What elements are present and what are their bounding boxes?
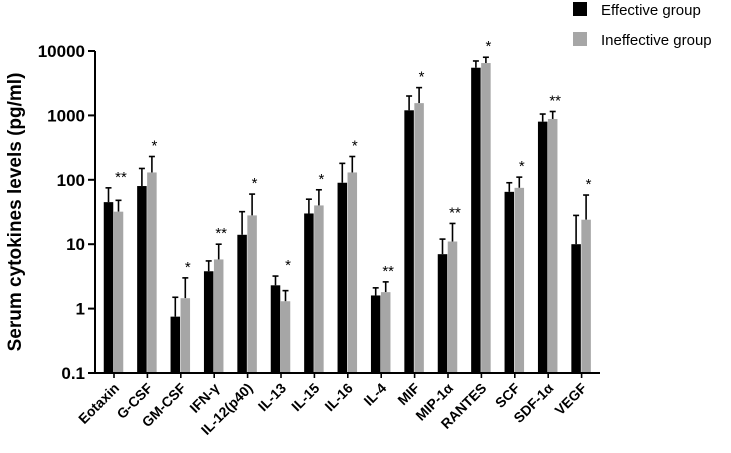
significance-mark: ** [449, 204, 461, 221]
legend: Effective group Ineffective group [573, 2, 712, 49]
bar-ineffective [113, 211, 124, 373]
bar-ineffective [581, 219, 591, 373]
significance-mark: * [285, 257, 291, 274]
bar-ineffective [247, 215, 257, 373]
significance-mark: * [151, 138, 157, 155]
x-category-labels: EotaxinG-CSFGM-CSFIFN-γIL-12(p40)IL-13IL… [75, 373, 590, 438]
significance-marks: ******************** [115, 38, 592, 280]
x-category-label: Eotaxin [75, 380, 122, 427]
bar-ineffective [547, 118, 558, 374]
significance-mark: * [586, 176, 592, 193]
x-category-label: VEGF [551, 379, 590, 418]
significance-mark: * [352, 138, 358, 155]
legend-label-ineffective: Ineffective group [601, 32, 712, 49]
bar-effective [270, 285, 281, 373]
bar-ineffective [481, 63, 491, 374]
significance-mark: * [519, 158, 525, 175]
bar-effective [103, 202, 114, 373]
bar-ineffective [147, 172, 157, 373]
bar-effective [437, 254, 448, 373]
y-tick-label: 0.1 [61, 364, 85, 383]
bar-effective [237, 234, 247, 373]
x-category-label: IL-13 [255, 380, 290, 415]
legend-swatch-effective [573, 2, 587, 16]
x-category-label: IL-4 [360, 380, 389, 409]
bar-effective [571, 244, 581, 373]
x-category-label: IL-15 [288, 380, 323, 415]
significance-mark: ** [382, 263, 394, 280]
bar-effective [137, 186, 147, 373]
y-tick-label: 1 [76, 300, 85, 319]
bar-effective [170, 316, 181, 373]
y-ticks: 0.1 1 10 100 1000 10000 [38, 42, 95, 383]
y-tick-label: 100 [57, 171, 85, 190]
y-tick-label: 10000 [38, 42, 85, 61]
significance-mark: ** [215, 225, 227, 242]
bar-ineffective [347, 172, 358, 373]
bar-effective [471, 67, 481, 373]
bars-layer [103, 56, 591, 374]
bar-ineffective [380, 292, 391, 373]
bar-effective [504, 191, 515, 373]
bar-effective [337, 182, 348, 373]
significance-mark: * [485, 38, 491, 55]
bar-ineffective [280, 301, 291, 373]
legend-label-effective: Effective group [601, 2, 701, 19]
bar-ineffective [447, 241, 458, 373]
significance-mark: * [185, 259, 191, 276]
significance-mark: * [318, 171, 324, 188]
bar-effective [404, 110, 414, 374]
significance-mark: ** [115, 169, 127, 186]
y-axis-label: Serum cytokines levels (pg/ml) [5, 73, 26, 352]
bar-ineffective [514, 187, 525, 373]
bar-effective [537, 121, 548, 373]
bar-effective [304, 213, 314, 373]
bar-ineffective [414, 103, 424, 373]
bar-ineffective [213, 259, 224, 373]
x-category-label: MIF [394, 379, 423, 408]
x-category-label: IL-16 [321, 380, 356, 415]
y-tick-label: 10 [66, 235, 85, 254]
y-tick-label: 1000 [47, 106, 85, 125]
significance-mark: * [419, 69, 425, 86]
bar-ineffective [180, 298, 191, 373]
legend-swatch-ineffective [573, 32, 587, 46]
significance-mark: * [252, 175, 258, 192]
bar-effective [370, 295, 381, 373]
bar-effective [203, 271, 214, 373]
significance-mark: ** [549, 92, 561, 109]
bar-ineffective [314, 205, 324, 373]
